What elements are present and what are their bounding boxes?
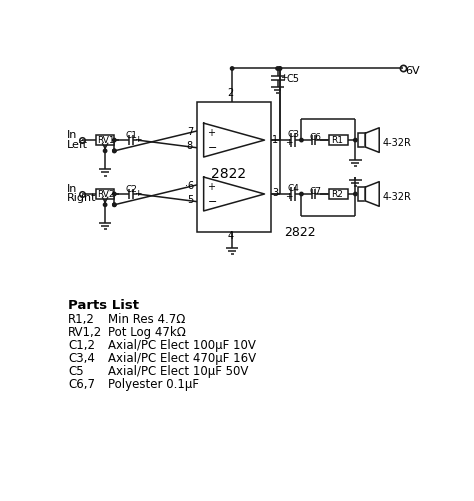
Text: 6V: 6V [405, 66, 420, 76]
Text: +: + [285, 191, 293, 200]
Circle shape [354, 139, 357, 142]
Text: Min Res 4.7Ω: Min Res 4.7Ω [108, 312, 185, 325]
Text: ·6: ·6 [185, 180, 194, 190]
Text: +: + [285, 138, 293, 147]
Text: RV2: RV2 [97, 189, 115, 198]
Text: Parts List: Parts List [68, 298, 139, 311]
Bar [329, 190, 347, 199]
Text: Left: Left [66, 139, 88, 149]
Text: C6,7: C6,7 [68, 377, 95, 390]
Text: 7: 7 [187, 127, 193, 137]
Text: +: + [280, 73, 287, 82]
Text: Axial/PC Elect 100μF 10V: Axial/PC Elect 100μF 10V [108, 338, 256, 351]
Polygon shape [204, 124, 264, 158]
Text: C6: C6 [309, 132, 321, 141]
Text: −: − [208, 142, 217, 152]
Text: RV1,2: RV1,2 [68, 325, 102, 338]
Text: +: + [134, 188, 141, 197]
Bar [358, 188, 365, 201]
Circle shape [278, 68, 282, 71]
Text: Axial/PC Elect 470μF 16V: Axial/PC Elect 470μF 16V [108, 351, 256, 364]
Text: 2822: 2822 [211, 167, 246, 181]
Text: C1: C1 [125, 131, 137, 140]
Text: 4-32R: 4-32R [383, 191, 411, 201]
Text: Right: Right [66, 193, 96, 203]
Text: Pot Log 47kΩ: Pot Log 47kΩ [108, 325, 186, 338]
Text: −: − [208, 196, 217, 206]
Text: 5: 5 [187, 194, 193, 204]
Text: In: In [66, 130, 77, 140]
Text: Polyester 0.1μF: Polyester 0.1μF [108, 377, 199, 390]
Text: C5: C5 [286, 74, 299, 84]
Circle shape [113, 204, 116, 207]
Circle shape [103, 150, 107, 153]
Circle shape [276, 68, 279, 71]
Circle shape [354, 193, 357, 196]
Text: C3,4: C3,4 [68, 351, 95, 364]
Circle shape [278, 68, 282, 71]
Polygon shape [204, 178, 264, 211]
Text: +: + [208, 128, 216, 138]
Text: R1: R1 [331, 135, 344, 144]
Circle shape [300, 193, 303, 196]
Circle shape [103, 204, 107, 207]
Text: R2: R2 [331, 189, 343, 198]
Bar [329, 136, 347, 145]
Text: C7: C7 [309, 186, 321, 195]
Circle shape [300, 139, 303, 142]
Text: 4-32R: 4-32R [383, 138, 411, 148]
Polygon shape [365, 129, 379, 153]
Text: RV1: RV1 [97, 135, 115, 144]
Text: Axial/PC Elect 10μF 50V: Axial/PC Elect 10μF 50V [108, 364, 248, 377]
Bar [96, 136, 114, 146]
Text: 1: 1 [272, 134, 278, 144]
Polygon shape [365, 182, 379, 207]
Circle shape [113, 204, 116, 207]
Bar [358, 134, 365, 148]
Text: 2: 2 [228, 87, 234, 97]
Text: 3: 3 [272, 188, 278, 198]
Circle shape [113, 139, 116, 142]
Text: C2: C2 [125, 184, 137, 193]
Bar [96, 190, 114, 200]
Text: C5: C5 [68, 364, 84, 377]
Text: 2822: 2822 [284, 225, 316, 238]
Text: In: In [66, 184, 77, 194]
Text: +: + [134, 135, 141, 144]
Text: 4: 4 [228, 230, 234, 240]
Circle shape [113, 193, 116, 196]
Text: C3: C3 [288, 130, 300, 139]
Text: C1,2: C1,2 [68, 338, 95, 351]
Text: +: + [208, 181, 216, 191]
Text: R1,2: R1,2 [68, 312, 95, 325]
Bar [198, 102, 271, 233]
Text: C4: C4 [288, 184, 300, 193]
Circle shape [113, 150, 116, 153]
Circle shape [113, 150, 116, 153]
Text: 8: 8 [187, 140, 193, 150]
Circle shape [230, 68, 234, 71]
